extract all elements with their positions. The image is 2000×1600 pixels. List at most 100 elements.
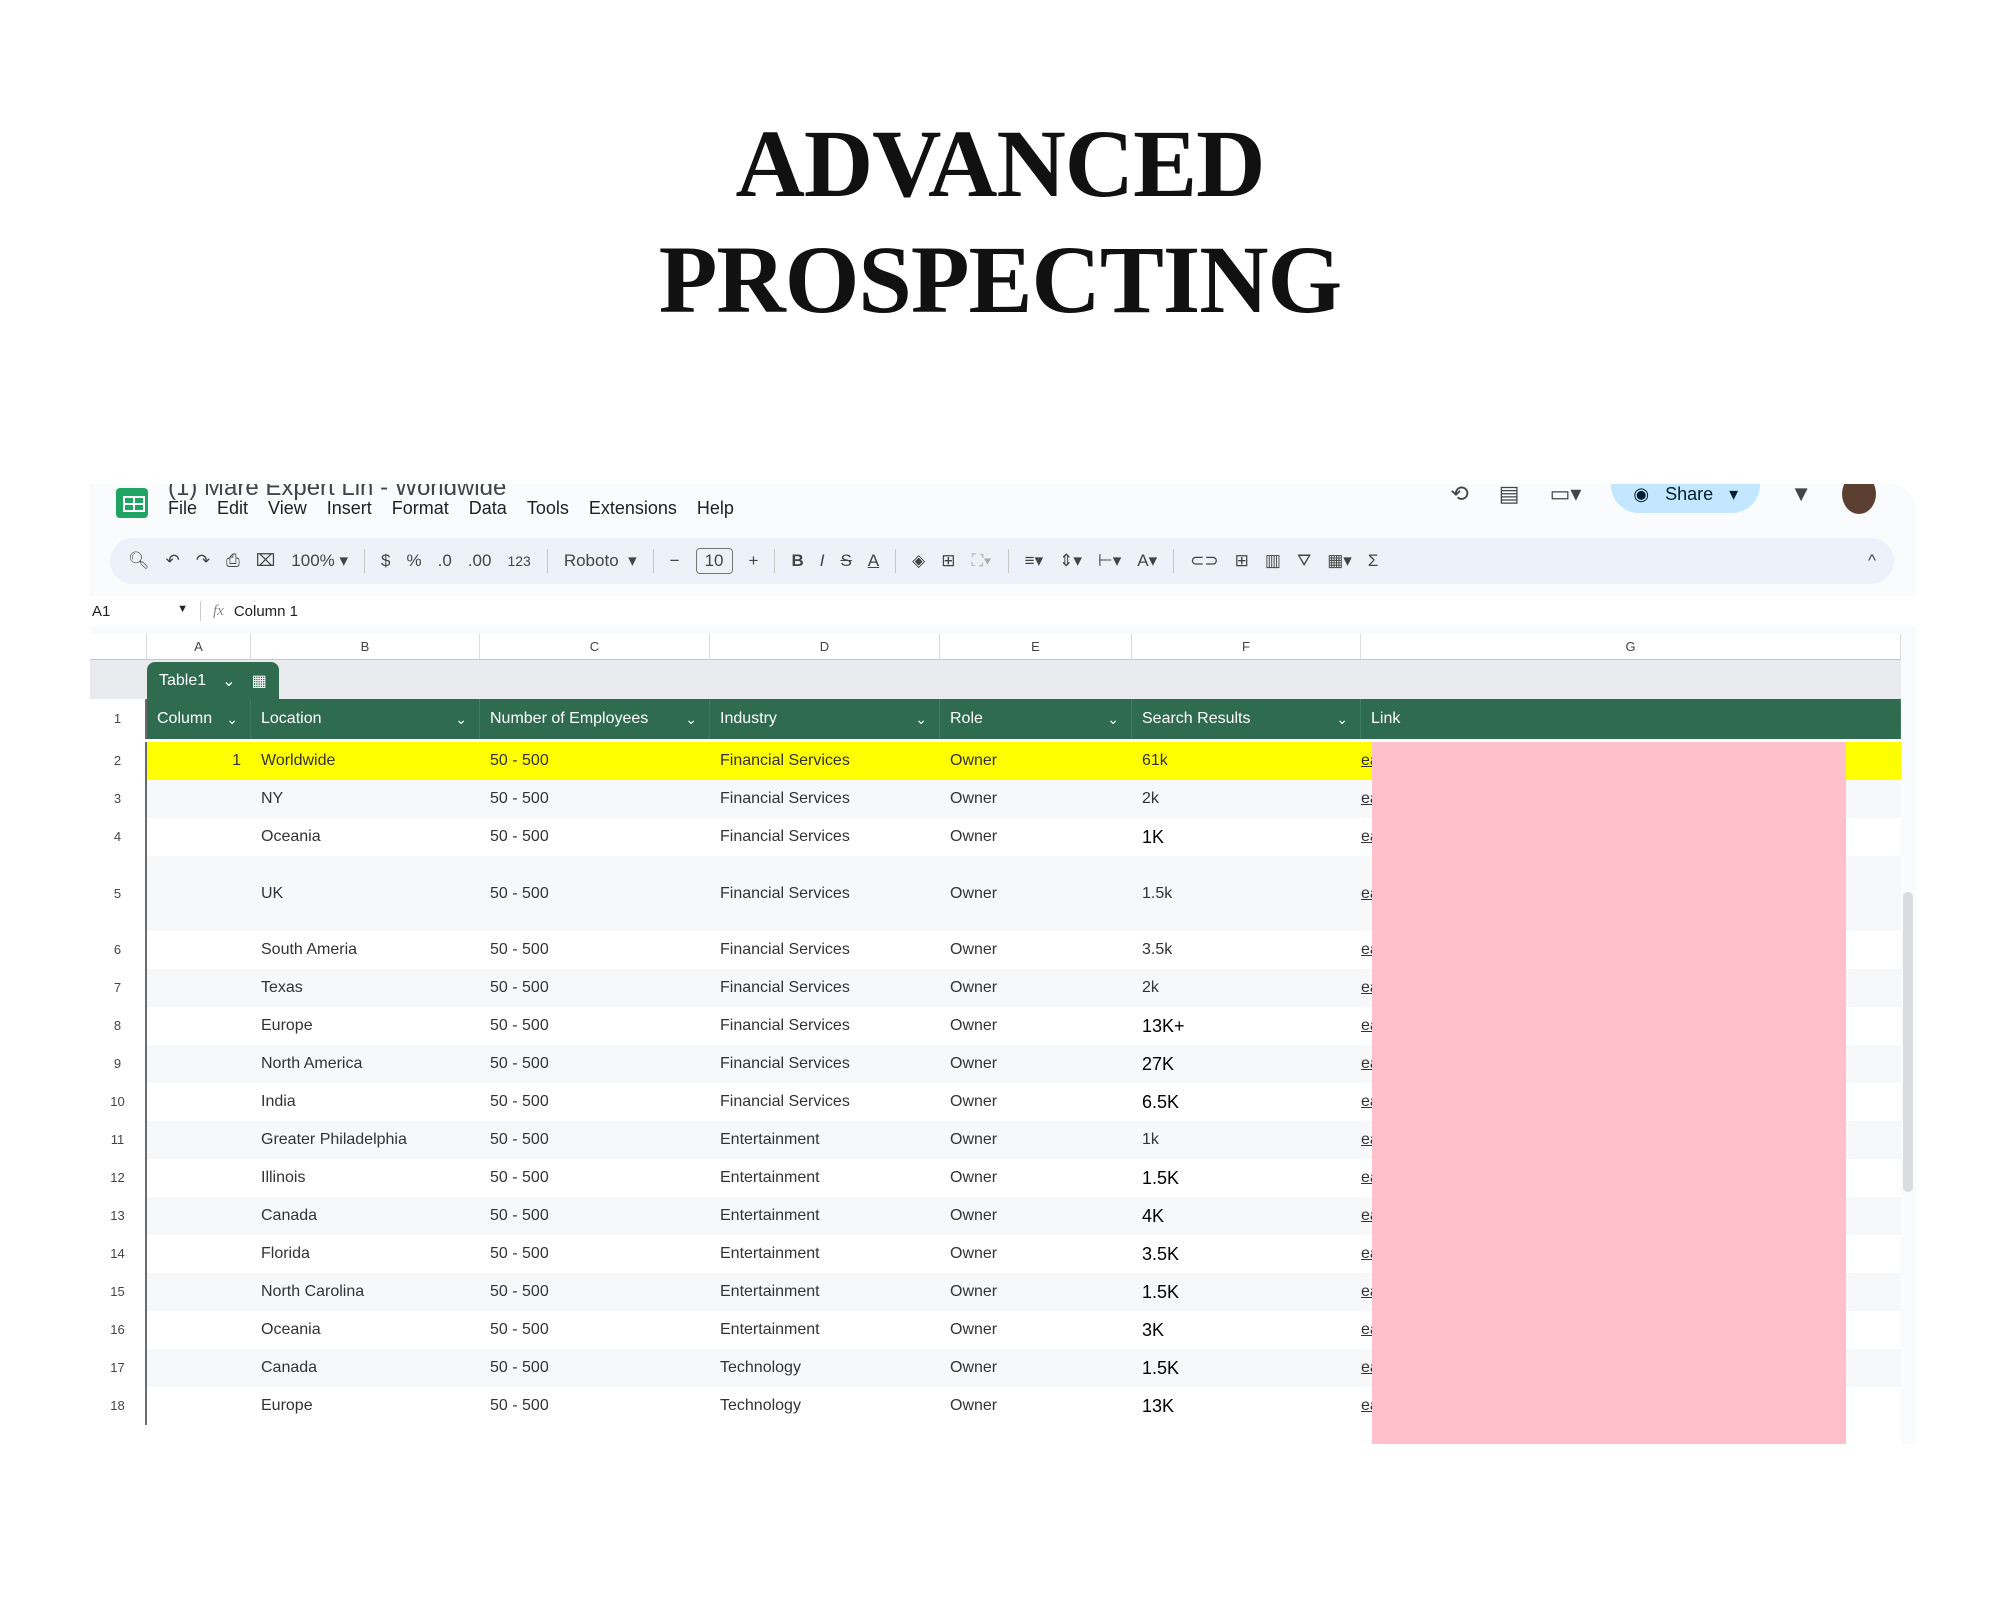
vertical-scrollbar[interactable]	[1903, 892, 1913, 1192]
row-number[interactable]: 16	[90, 1311, 147, 1349]
avatar[interactable]	[1842, 484, 1876, 514]
row-number[interactable]: 2	[90, 742, 147, 780]
vertical-align-icon[interactable]: ⇕▾	[1059, 551, 1082, 570]
font-size-increase[interactable]: +	[748, 551, 759, 570]
strikethrough-button[interactable]: S	[840, 551, 852, 570]
row-number[interactable]: 7	[90, 969, 147, 1007]
column-header-c[interactable]: C	[480, 634, 710, 660]
row-number[interactable]: 12	[90, 1159, 147, 1197]
name-box[interactable]: A1 ▼	[92, 602, 188, 620]
row-number[interactable]: 14	[90, 1235, 147, 1273]
menu-insert[interactable]: Insert	[326, 498, 372, 518]
row-number[interactable]: 3	[90, 780, 147, 818]
history-icon[interactable]: ⟲	[1450, 484, 1469, 506]
row-number[interactable]: 13	[90, 1197, 147, 1235]
redo-icon[interactable]: ↷	[195, 551, 211, 570]
cell-res: 3.5K	[1142, 1243, 1180, 1264]
comments-icon[interactable]: ▤	[1498, 484, 1520, 506]
table-header-search-results[interactable]: Search Results ⌄	[1132, 699, 1361, 739]
table-header-link[interactable]: Link	[1361, 699, 1901, 739]
meet-icon[interactable]: ▭▾	[1549, 484, 1582, 506]
text-color-button[interactable]: A	[867, 551, 880, 570]
table-header-location[interactable]: Location ⌄	[251, 699, 480, 739]
table-header-industry[interactable]: Industry ⌄	[710, 699, 940, 739]
menu-file[interactable]: File	[168, 498, 198, 518]
row-number[interactable]: 10	[90, 1083, 147, 1121]
column-header-b[interactable]: B	[251, 634, 480, 660]
merge-cells-icon[interactable]: ⛶▾	[971, 551, 992, 570]
sheets-logo-icon[interactable]	[116, 488, 148, 518]
decrease-decimal-button[interactable]: .0	[437, 551, 452, 570]
cell-loc: South Ameria	[261, 941, 358, 958]
chart-icon[interactable]: ▥	[1264, 551, 1281, 570]
menu-view[interactable]: View	[268, 498, 307, 518]
bold-button[interactable]: B	[791, 551, 804, 570]
print-icon[interactable]: ⎙	[226, 551, 240, 570]
select-all-corner[interactable]	[90, 634, 147, 660]
row-number[interactable]: 18	[90, 1387, 147, 1425]
align-icon[interactable]: ≡▾	[1024, 551, 1044, 570]
divider	[200, 601, 201, 621]
currency-button[interactable]: $	[381, 551, 391, 570]
row-number[interactable]: 8	[90, 1007, 147, 1045]
share-button[interactable]: ◉ Share ▾	[1611, 484, 1761, 513]
column-header-a[interactable]: A	[147, 634, 251, 660]
collapse-toolbar-button[interactable]: ^	[1868, 551, 1876, 570]
divider	[1173, 549, 1175, 573]
table-header-role[interactable]: Role ⌄	[940, 699, 1132, 739]
italic-button[interactable]: I	[819, 551, 825, 570]
font-size-decrease[interactable]: −	[669, 551, 680, 570]
row-number[interactable]: 4	[90, 818, 147, 856]
font-select[interactable]: Roboto ▾	[563, 551, 637, 570]
formula-input[interactable]: Column 1	[233, 602, 299, 620]
divider	[364, 549, 366, 573]
functions-button[interactable]: Σ	[1367, 551, 1379, 570]
share-dropdown[interactable]: ▾	[1729, 484, 1739, 504]
chevron-down-icon[interactable]: ⌄	[915, 711, 927, 727]
row-number[interactable]: 17	[90, 1349, 147, 1387]
row-number[interactable]: 11	[90, 1121, 147, 1159]
row-number[interactable]: 6	[90, 931, 147, 969]
document-title[interactable]: (1) Mare Expert Lin - Worldwide	[168, 484, 507, 501]
chevron-down-icon[interactable]: ⌄	[226, 711, 238, 727]
search-icon[interactable]: 🔍︎	[128, 551, 150, 570]
filter-icon[interactable]: ⛛	[1296, 551, 1312, 570]
increase-decimal-button[interactable]: .00	[467, 551, 492, 570]
text-wrap-icon[interactable]: ⊢▾	[1097, 551, 1122, 570]
table-view-icon[interactable]: ▦▾	[1327, 551, 1352, 570]
column-header-e[interactable]: E	[940, 634, 1132, 660]
zoom-select[interactable]: 100% ▾	[291, 551, 349, 570]
percent-button[interactable]: %	[406, 551, 422, 570]
table-view-icon[interactable]: ▦	[251, 672, 267, 690]
menu-help[interactable]: Help	[696, 498, 734, 518]
table-name-tab[interactable]: Table1 ⌄ ▦	[147, 662, 279, 699]
column-header-g[interactable]: G	[1361, 634, 1901, 660]
text-rotation-icon[interactable]: A▾	[1137, 551, 1158, 570]
borders-icon[interactable]: ⊞	[941, 551, 956, 570]
menu-edit[interactable]: Edit	[217, 498, 249, 518]
comment-icon[interactable]: ⊞	[1234, 551, 1249, 570]
row-number[interactable]: 5	[90, 856, 147, 931]
chevron-down-icon[interactable]: ⌄	[685, 711, 697, 727]
table-header-number-of-employees[interactable]: Number of Employees ⌄	[480, 699, 710, 739]
row-number[interactable]: 1	[90, 699, 147, 739]
column-header-f[interactable]: F	[1132, 634, 1361, 660]
menu-extensions[interactable]: Extensions	[588, 498, 677, 518]
chevron-down-icon[interactable]: ⌄	[455, 711, 467, 727]
chevron-down-icon[interactable]: ⌄	[1336, 711, 1348, 727]
font-size-input[interactable]: 10	[695, 548, 733, 574]
menu-format[interactable]: Format	[391, 498, 449, 518]
chevron-down-icon[interactable]: ⌄	[1107, 711, 1119, 727]
menu-data[interactable]: Data	[468, 498, 507, 518]
table-header-column[interactable]: Column ⌄	[147, 699, 251, 739]
link-icon[interactable]: ⊂⊃	[1190, 551, 1219, 570]
row-number[interactable]: 9	[90, 1045, 147, 1083]
gemini-icon[interactable]: ▼	[1790, 484, 1812, 506]
undo-icon[interactable]: ↶	[165, 551, 180, 570]
column-header-d[interactable]: D	[710, 634, 940, 660]
menu-tools[interactable]: Tools	[526, 498, 569, 518]
fill-color-icon[interactable]: ◈	[912, 551, 926, 570]
row-number[interactable]: 15	[90, 1273, 147, 1311]
paint-format-icon[interactable]: ⌧	[255, 551, 276, 570]
more-formats-button[interactable]: 123	[507, 553, 531, 569]
